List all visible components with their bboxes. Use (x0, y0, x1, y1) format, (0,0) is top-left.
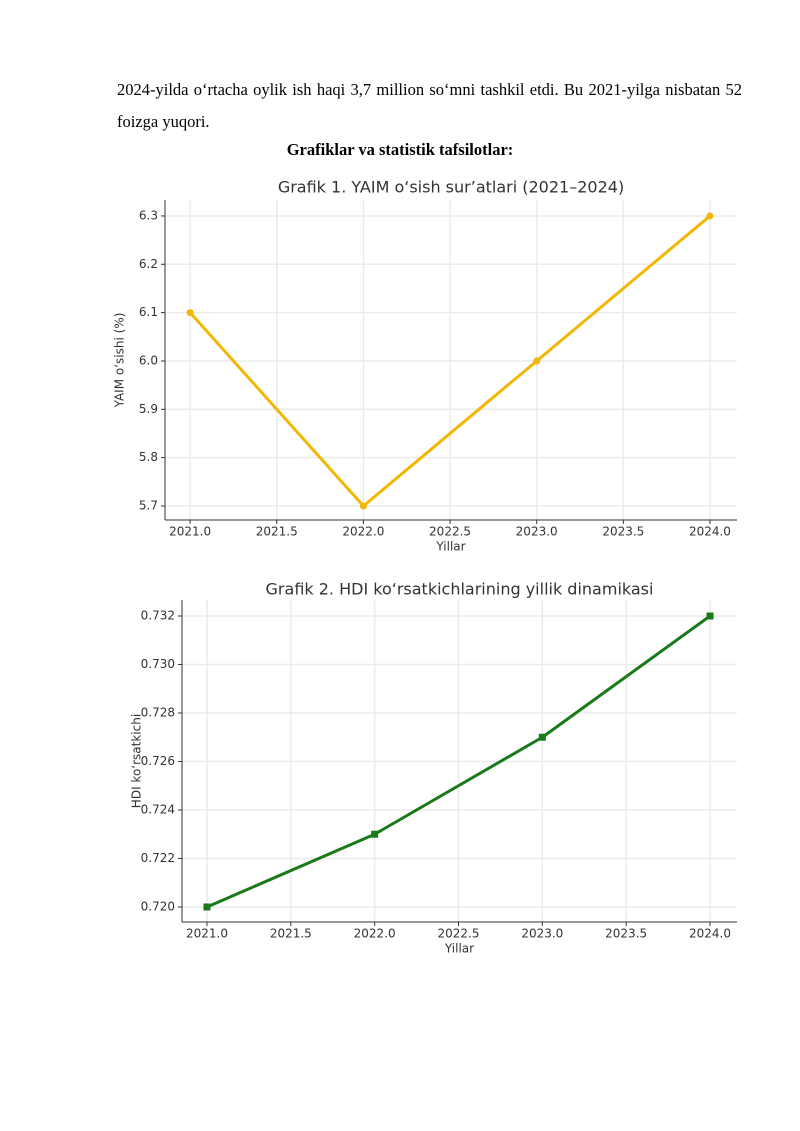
marker (538, 733, 546, 741)
y-tick-label: 5.9 (139, 402, 158, 416)
heading: Grafiklar va statistik tafsilotlar: (286, 140, 514, 159)
y-tick-label: 0.722 (141, 851, 175, 865)
y-tick-label: 0.732 (141, 609, 175, 623)
x-tick-label: 2023.5 (602, 525, 644, 539)
y-tick-label: 0.720 (141, 899, 175, 913)
x-tick-label: 2023.0 (521, 927, 563, 941)
y-tick-label: 0.724 (141, 802, 175, 816)
x-tick-label: 2022.5 (437, 927, 479, 941)
marker (186, 309, 194, 317)
marker (371, 830, 379, 838)
y-axis-label: HDI ko‘rsatkichi (130, 714, 144, 808)
y-tick-label: 6.1 (139, 305, 158, 319)
marker (706, 212, 714, 220)
paragraph: 2024-yilda o‘rtacha oylik ish haqi 3,7 m… (117, 80, 742, 131)
y-tick-label: 0.730 (141, 657, 175, 671)
x-tick-label: 2021.0 (186, 927, 228, 941)
data-line (206, 614, 711, 909)
x-axis-label: Yillar (435, 540, 465, 554)
x-tick-label: 2021.0 (169, 525, 211, 539)
x-tick-label: 2022.0 (342, 525, 384, 539)
x-axis-label: Yillar (444, 942, 474, 956)
y-tick-label: 6.0 (139, 353, 158, 367)
marker (203, 903, 211, 911)
y-axis-label: YAIM o‘sishi (%) (113, 313, 127, 409)
marker (533, 357, 541, 365)
y-tick-label: 5.7 (139, 498, 158, 512)
x-tick-label: 2021.5 (256, 525, 298, 539)
x-tick-label: 2023.5 (605, 927, 647, 941)
data-line (189, 214, 711, 508)
x-tick-label: 2024.0 (689, 525, 731, 539)
marker (359, 502, 367, 510)
x-tick-label: 2022.0 (354, 927, 396, 941)
y-tick-label: 0.728 (141, 705, 175, 719)
y-tick-label: 6.2 (139, 257, 158, 271)
chart-title: Grafik 1. YAIM o‘sish sur’atlari (2021–2… (278, 178, 624, 197)
x-tick-label: 2023.0 (516, 525, 558, 539)
y-tick-label: 6.3 (139, 208, 158, 222)
y-tick-label: 5.8 (139, 450, 158, 464)
x-tick-label: 2021.5 (270, 927, 312, 941)
x-tick-label: 2022.5 (429, 525, 471, 539)
marker (706, 612, 714, 620)
x-tick-label: 2024.0 (689, 927, 731, 941)
y-tick-label: 0.726 (141, 754, 175, 768)
chart-title: Grafik 2. HDI ko‘rsatkichlarining yillik… (266, 580, 654, 599)
